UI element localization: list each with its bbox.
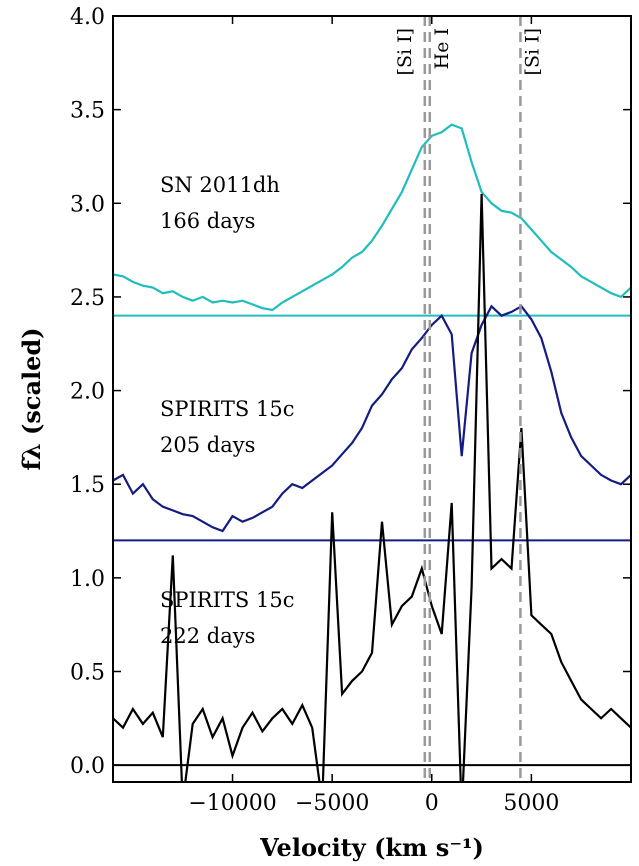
- plot-area: [113, 16, 631, 782]
- x-axis-label: Velocity (km s⁻¹): [259, 833, 484, 862]
- y-axis-label: fλ (scaled): [17, 327, 46, 470]
- series-epoch: 205 days: [160, 433, 255, 457]
- y-tick-label: 0.0: [70, 754, 105, 779]
- y-tick-label: 4.0: [70, 5, 105, 30]
- y-tick-label: 3.5: [70, 99, 105, 124]
- y-tick-label: 1.0: [70, 567, 105, 592]
- vline-label: [Si I]: [521, 28, 543, 75]
- series-epoch: 166 days: [160, 209, 255, 233]
- spectrum-line: [113, 123, 631, 312]
- spectrum-line: [113, 193, 631, 782]
- y-tick-label: 1.5: [70, 473, 105, 498]
- axes-frame: [112, 15, 632, 783]
- y-tick-label: 0.5: [70, 661, 105, 686]
- spectrum-line: [113, 304, 631, 533]
- y-tick-label: 3.0: [70, 192, 105, 217]
- series-name: SN 2011dh: [160, 173, 280, 197]
- x-tick-label: −10000: [188, 791, 276, 816]
- series-epoch: 222 days: [160, 624, 255, 648]
- y-tick-label: 2.5: [70, 286, 105, 311]
- x-tick-label: −5000: [295, 791, 369, 816]
- y-tick-label: 2.0: [70, 380, 105, 405]
- x-tick-label: 0: [425, 791, 439, 816]
- series-name: SPIRITS 15c: [160, 588, 294, 612]
- vline-label: He I: [431, 28, 453, 69]
- vline-label: [Si I]: [394, 28, 416, 75]
- x-tick-label: 5000: [503, 791, 559, 816]
- series-name: SPIRITS 15c: [160, 397, 294, 421]
